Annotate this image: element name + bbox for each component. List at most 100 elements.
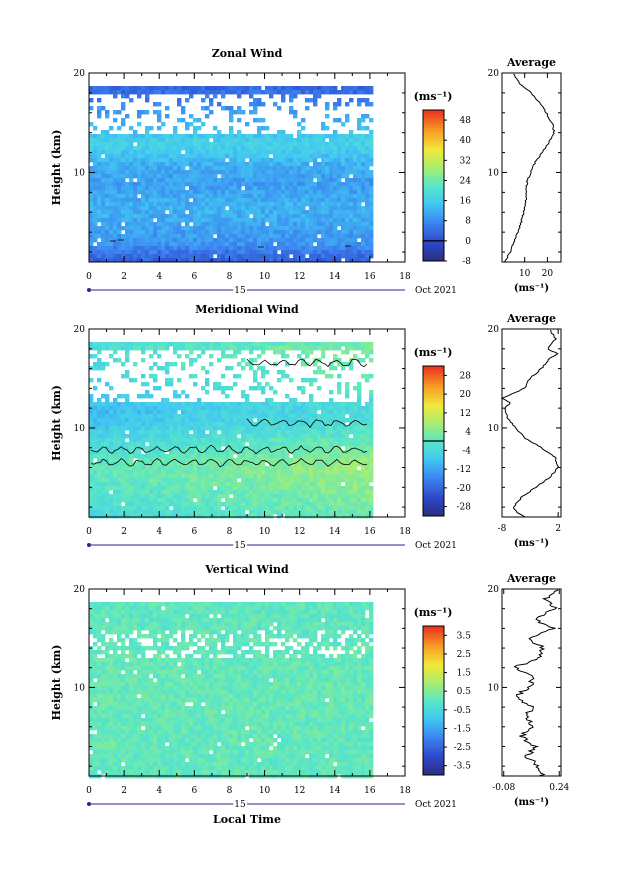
heatmap-cell [249, 94, 253, 98]
heatmap-cell [261, 118, 265, 122]
heatmap-cell [197, 194, 201, 198]
heatmap-cell [185, 430, 189, 434]
heatmap-cell [285, 222, 289, 226]
heatmap-cell [169, 210, 173, 214]
heatmap-cell [217, 474, 221, 478]
heatmap-cell [105, 382, 109, 386]
heatmap-cell [113, 90, 117, 94]
heatmap-cell [153, 214, 157, 218]
heatmap-cell [229, 154, 233, 158]
heatmap-cell [105, 194, 109, 198]
heatmap-cell [369, 490, 373, 494]
heatmap-cell [233, 478, 237, 482]
heatmap-cell [249, 342, 253, 346]
heatmap-cell [129, 474, 133, 478]
heatmap-cell [113, 146, 117, 150]
heatmap-cell [273, 86, 277, 90]
heatmap-cell [249, 190, 253, 194]
heatmap-cell [357, 250, 361, 254]
heatmap-cell [125, 94, 129, 98]
heatmap [89, 342, 373, 518]
heatmap-cell [285, 174, 289, 178]
heatmap-cell [357, 394, 361, 398]
heatmap-cell [365, 434, 369, 438]
heatmap-cell [369, 210, 373, 214]
heatmap-cell [245, 134, 249, 138]
heatmap-cell [197, 406, 201, 410]
heatmap-cell [153, 110, 157, 114]
heatmap-cell [181, 418, 185, 422]
heatmap-cell [329, 210, 333, 214]
heatmap-cell [213, 94, 217, 98]
heatmap-cell [189, 190, 193, 194]
heatmap-cell [117, 178, 121, 182]
heatmap-cell [225, 218, 229, 222]
heatmap-cell [93, 442, 97, 446]
heatmap-cell [313, 470, 317, 474]
heatmap-cell [133, 222, 137, 226]
heatmap-cell [297, 430, 301, 434]
heatmap-cell [313, 498, 317, 502]
heatmap-cell [285, 182, 289, 186]
heatmap-cell [341, 218, 345, 222]
heatmap-cell [181, 138, 185, 142]
heatmap-cell [161, 418, 165, 422]
heatmap-cell [213, 382, 217, 386]
heatmap-cell [157, 438, 161, 442]
heatmap-cell [237, 106, 241, 110]
heatmap-cell [101, 174, 105, 178]
heatmap-cell [365, 466, 369, 470]
heatmap-cell [153, 162, 157, 166]
heatmap-cell [297, 434, 301, 438]
heatmap-cell [165, 454, 169, 458]
heatmap-cell [89, 90, 93, 94]
heatmap-cell [129, 150, 133, 154]
heatmap-cell [201, 410, 205, 414]
heatmap-cell [97, 366, 101, 370]
heatmap-cell [205, 234, 209, 238]
heatmap-cell [257, 202, 261, 206]
heatmap-cell [293, 438, 297, 442]
heatmap-cell [189, 438, 193, 442]
heatmap-cell [357, 486, 361, 490]
heatmap-cell [349, 166, 353, 170]
heatmap-cell [109, 238, 113, 242]
heatmap-cell [361, 190, 365, 194]
heatmap-cell [357, 126, 361, 130]
heatmap-cell [369, 118, 373, 122]
heatmap-cell [305, 170, 309, 174]
heatmap-cell [321, 502, 325, 506]
heatmap-cell [145, 202, 149, 206]
heatmap-cell [333, 230, 337, 234]
heatmap-cell [297, 438, 301, 442]
heatmap-cell [269, 494, 273, 498]
heatmap-cell [169, 174, 173, 178]
heatmap-cell [325, 218, 329, 222]
heatmap-cell [197, 190, 201, 194]
heatmap-cell [357, 122, 361, 126]
heatmap-cell [105, 406, 109, 410]
heatmap-cell [365, 218, 369, 222]
heatmap-cell [185, 138, 189, 142]
heatmap-cell [121, 194, 125, 198]
heatmap-cell [325, 254, 329, 258]
heatmap-cell [129, 466, 133, 470]
heatmap-cell [209, 182, 213, 186]
heatmap-cell [325, 198, 329, 202]
heatmap-cell [237, 374, 241, 378]
heatmap-cell [353, 402, 357, 406]
heatmap-cell [261, 470, 265, 474]
heatmap-cell [165, 218, 169, 222]
heatmap-cell [233, 90, 237, 94]
heatmap-cell [221, 222, 225, 226]
heatmap-cell [257, 146, 261, 150]
heatmap-cell [301, 466, 305, 470]
heatmap-cell [349, 170, 353, 174]
heatmap-cell [185, 354, 189, 358]
heatmap-cell [225, 138, 229, 142]
heatmap-cell [253, 434, 257, 438]
heatmap-cell [321, 350, 325, 354]
heatmap-cell [281, 466, 285, 470]
heatmap-cell [345, 134, 349, 138]
heatmap-cell [345, 210, 349, 214]
